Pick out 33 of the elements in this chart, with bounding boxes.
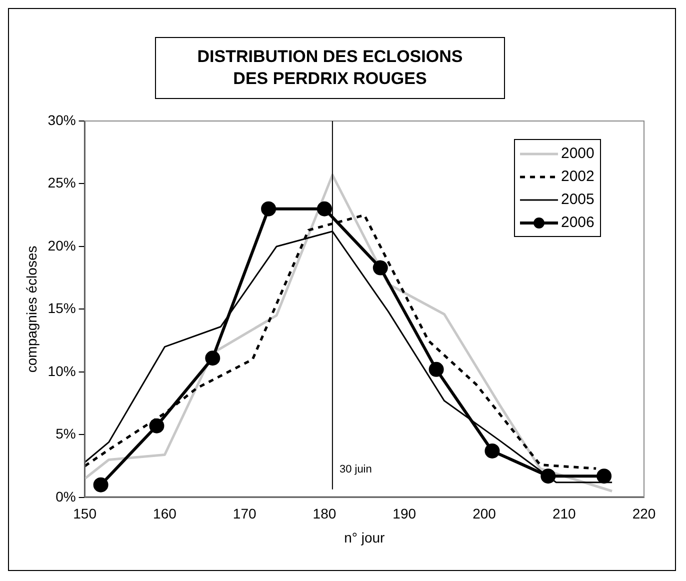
- x-axis-title: n° jour: [344, 529, 386, 546]
- legend-label: 2002: [561, 168, 594, 185]
- legend-label: 2006: [561, 214, 594, 231]
- y-axis-title: compagnies écloses: [23, 246, 40, 373]
- point: [261, 201, 276, 216]
- legend-label: 2000: [561, 145, 594, 162]
- point: [484, 443, 500, 458]
- y-tick-label: 15%: [48, 300, 76, 316]
- y-tick-label: 5%: [56, 426, 76, 442]
- y-tick-label: 25%: [48, 174, 76, 191]
- y-tick-label: 30%: [48, 112, 76, 128]
- legend-label: 2005: [561, 191, 594, 208]
- x-tick-label: 160: [153, 506, 177, 522]
- point: [540, 468, 556, 484]
- point: [372, 260, 388, 276]
- y-tick-label: 20%: [48, 237, 76, 254]
- x-tick-label: 170: [232, 506, 256, 522]
- x-tick-label: 190: [392, 506, 416, 522]
- point: [205, 350, 220, 366]
- point: [428, 362, 444, 377]
- x-tick-label: 200: [472, 506, 496, 522]
- x-tick-label: 180: [312, 506, 336, 522]
- chart-title: DISTRIBUTION DES ECLOSIONS DES PERDRIX ROUGES: [155, 37, 505, 99]
- point: [316, 201, 332, 216]
- point: [149, 418, 164, 434]
- x-tick-label: 210: [552, 506, 576, 522]
- y-tick-label: 0%: [56, 488, 76, 504]
- x-tick-label: 220: [632, 506, 656, 522]
- ref-line-label: 30 juin: [339, 463, 372, 476]
- point: [596, 468, 612, 484]
- point: [93, 477, 108, 492]
- y-tick-label: 10%: [48, 362, 76, 379]
- x-tick-label: 150: [73, 506, 97, 522]
